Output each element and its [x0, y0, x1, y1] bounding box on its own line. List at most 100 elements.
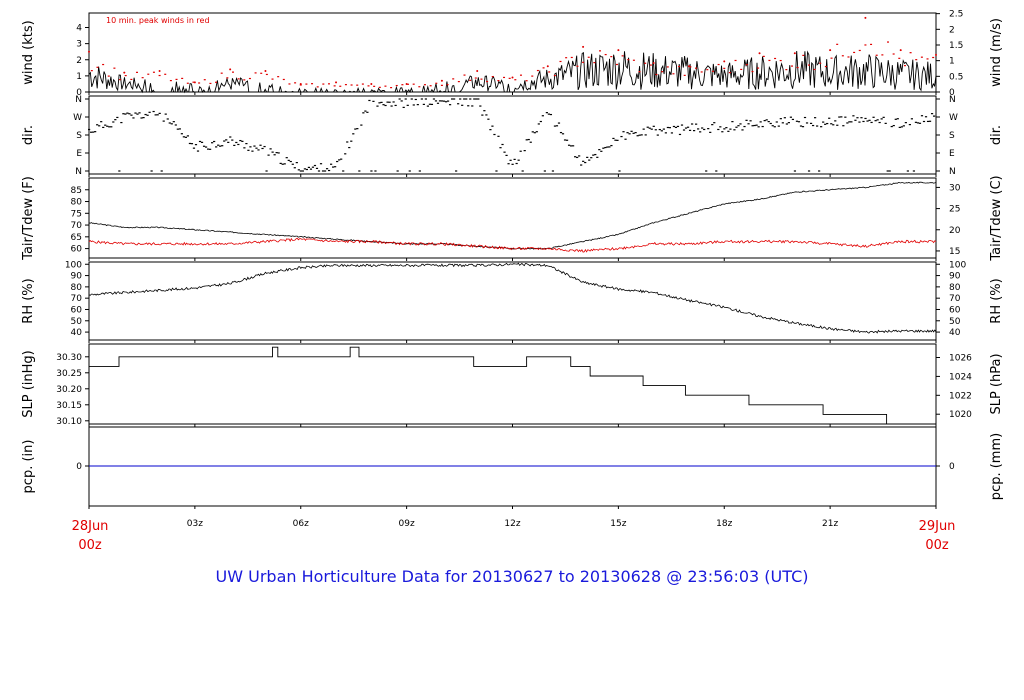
dir-point: [495, 170, 498, 172]
dir-point: [608, 146, 611, 148]
dir-point: [753, 124, 756, 127]
dir-point: [856, 117, 859, 119]
dir-point: [537, 123, 540, 125]
wind-peak-point: [260, 72, 263, 74]
temp-y-tick-label: 25: [949, 205, 960, 215]
dir-point: [521, 170, 524, 172]
dir-point: [569, 145, 573, 147]
dir-point: [442, 100, 446, 102]
temp-ylabel-left: Tair/Tdew (F): [21, 176, 36, 261]
dir-point: [588, 159, 591, 161]
wind-peak-point: [672, 73, 675, 75]
wind-peak-point: [141, 77, 144, 79]
wind-peak-point: [570, 56, 573, 59]
dir-point: [725, 127, 728, 129]
wind-peak-point: [335, 81, 338, 84]
dir-point: [344, 153, 347, 155]
slp-series-line: [89, 346, 936, 425]
dir-point: [707, 128, 710, 130]
dir-point: [366, 111, 369, 113]
dir-point: [880, 118, 883, 120]
dir-point: [789, 116, 792, 118]
dir-point: [723, 128, 726, 130]
wind-peak-point: [604, 53, 607, 56]
dir-point: [448, 104, 452, 106]
dir-point: [257, 149, 260, 151]
dir-point: [176, 128, 179, 130]
wind-peak-point: [932, 56, 935, 59]
wind-peak-point: [113, 67, 116, 69]
end-hour-label: 00z: [925, 538, 949, 553]
dir-point: [138, 112, 141, 114]
x-tick-label: 06z: [293, 519, 309, 529]
wind-peak-point: [909, 52, 912, 54]
wind-annotation: 10 min. peak winds in red: [106, 16, 210, 25]
wind-peak-point: [887, 41, 890, 43]
dir-point: [297, 169, 300, 171]
dir-y-tick-label: N: [949, 167, 956, 177]
dir-point: [348, 146, 351, 149]
wind-peak-point: [875, 54, 878, 56]
dir-point: [715, 170, 718, 172]
wind-ylabel-right: wind (m/s): [989, 18, 1004, 87]
wind-peak-point: [395, 84, 398, 87]
dir-point: [771, 125, 774, 127]
dir-point: [489, 129, 492, 131]
wind-peak-point: [683, 74, 686, 76]
dir-point: [606, 146, 609, 148]
dir-point: [104, 124, 107, 126]
dir-point: [404, 98, 407, 100]
dir-point: [551, 170, 555, 172]
dir-point: [382, 104, 385, 106]
dir-point: [747, 123, 750, 125]
dir-y-tick-label: E: [949, 149, 955, 159]
wind-peak-point: [587, 56, 590, 58]
dir-point: [281, 163, 284, 165]
wind-peak-point: [593, 62, 596, 64]
temp-y-tick-label: 75: [71, 209, 82, 219]
dir-point: [200, 141, 204, 143]
pcp-ylabel-left: pcp. (in): [21, 440, 36, 494]
dir-point: [658, 128, 661, 131]
dir-point: [650, 128, 653, 130]
dir-point: [92, 131, 95, 133]
wind-peak-point: [254, 72, 257, 74]
dir-point: [487, 118, 490, 120]
dir-point: [545, 112, 548, 114]
wind-y-tick-label: 1: [949, 57, 955, 67]
dir-point: [122, 113, 125, 115]
temp-y-tick-label: 60: [71, 245, 83, 255]
dir-point: [592, 154, 595, 156]
dir-point: [918, 122, 922, 124]
dir-point: [398, 98, 401, 100]
wind-peak-point: [689, 66, 692, 68]
dir-point: [299, 170, 302, 172]
dir-point: [209, 148, 212, 150]
dir-point: [515, 162, 518, 165]
wind-peak-point: [723, 67, 726, 69]
wind-peak-point: [373, 85, 376, 87]
dir-point: [547, 113, 550, 115]
dir-point: [229, 136, 232, 138]
dir-point: [884, 122, 887, 124]
dir-point: [321, 170, 325, 172]
dir-point: [235, 141, 238, 144]
dir-point: [475, 98, 478, 100]
wind-peak-point: [565, 57, 568, 59]
wind-peak-point: [123, 71, 126, 74]
dir-point: [394, 104, 397, 107]
slp-y-tick-label: 1022: [949, 391, 972, 401]
dir-point: [660, 130, 663, 132]
dir-point: [342, 170, 345, 172]
dir-point: [98, 125, 101, 127]
wind-peak-point: [508, 77, 511, 79]
wind-peak-point: [881, 54, 884, 56]
wind-peak-point: [265, 73, 268, 76]
wind-peak-point: [418, 86, 421, 88]
dir-point: [174, 124, 177, 126]
dir-point: [88, 128, 91, 131]
start-hour-label: 00z: [78, 538, 102, 553]
slp-ylabel-right: SLP (hPa): [989, 353, 1004, 414]
wind-peak-point: [915, 59, 918, 61]
dir-ylabel-left: dir.: [21, 125, 36, 145]
